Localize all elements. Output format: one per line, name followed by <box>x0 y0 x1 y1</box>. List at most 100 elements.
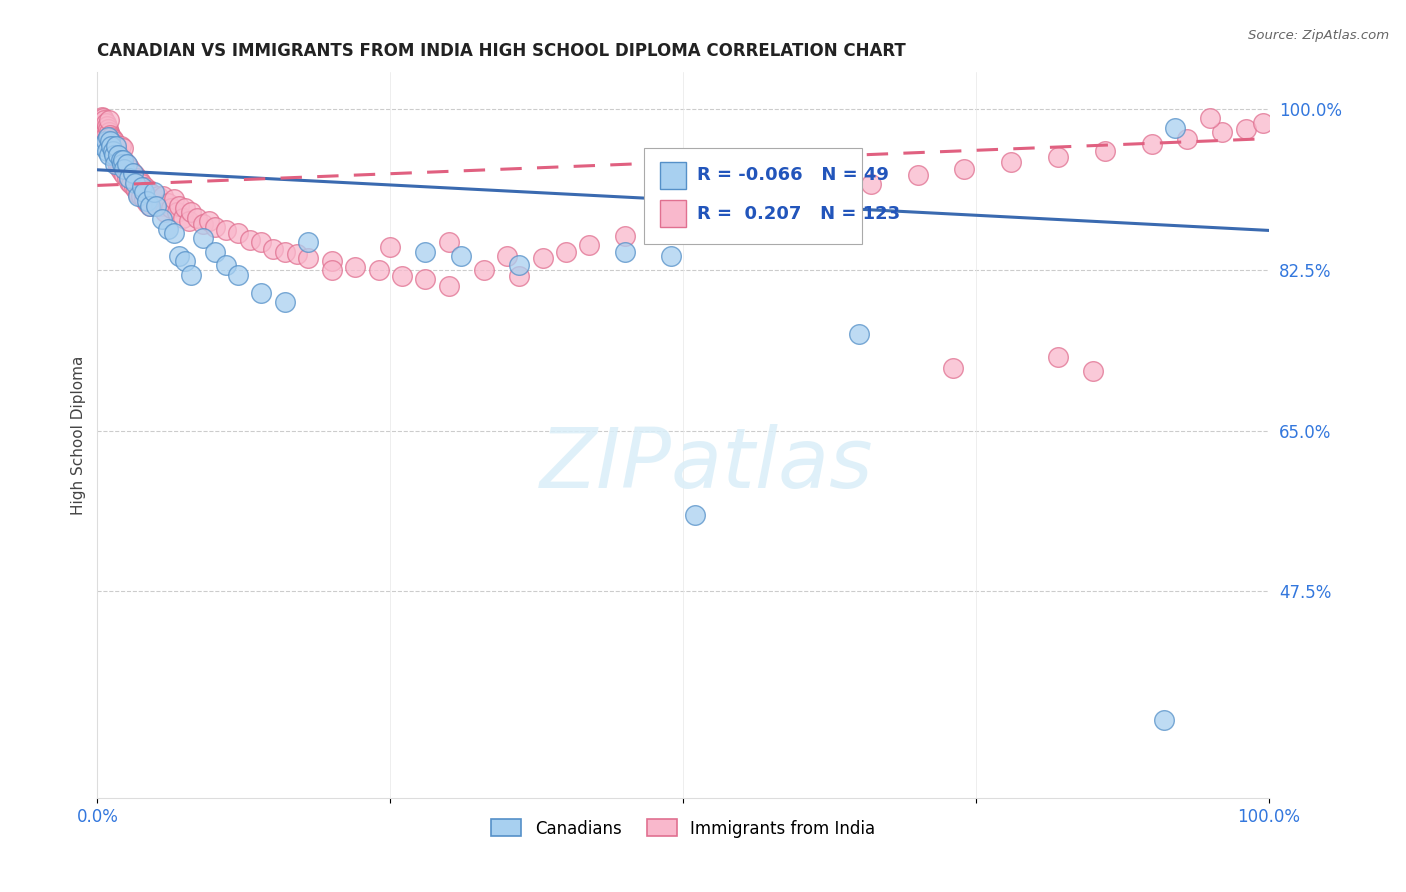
Point <box>848 327 870 342</box>
Point <box>215 258 238 272</box>
Point <box>613 229 636 244</box>
Point <box>1047 150 1070 164</box>
Point <box>96 144 118 158</box>
Point <box>97 122 120 136</box>
Point <box>226 226 249 240</box>
Point <box>150 212 173 227</box>
Point <box>134 185 156 199</box>
Point <box>107 159 129 173</box>
Point <box>191 217 214 231</box>
Point <box>96 119 118 133</box>
Point <box>1000 155 1022 169</box>
Point <box>152 189 174 203</box>
Point <box>112 169 135 183</box>
Legend: Canadians, Immigrants from India: Canadians, Immigrants from India <box>485 813 882 844</box>
Point <box>120 178 142 192</box>
Point <box>136 183 159 197</box>
Point <box>101 131 124 145</box>
Point <box>90 116 112 130</box>
Point <box>94 116 117 130</box>
Point <box>1140 137 1163 152</box>
Point <box>139 199 162 213</box>
Point <box>141 186 163 201</box>
Point <box>98 148 121 162</box>
Point <box>215 223 238 237</box>
Point <box>129 189 152 203</box>
Point <box>98 128 121 142</box>
Point <box>555 244 578 259</box>
Point <box>169 199 191 213</box>
Point <box>1175 131 1198 145</box>
Point <box>131 180 153 194</box>
Point <box>104 150 127 164</box>
Point <box>103 134 125 148</box>
Point <box>156 221 179 235</box>
Point <box>508 269 530 284</box>
Point <box>91 110 114 124</box>
Point <box>1083 364 1105 378</box>
Point <box>94 128 117 142</box>
Point <box>105 155 128 169</box>
Point <box>1211 125 1233 139</box>
Point <box>91 139 114 153</box>
Text: CANADIAN VS IMMIGRANTS FROM INDIA HIGH SCHOOL DIPLOMA CORRELATION CHART: CANADIAN VS IMMIGRANTS FROM INDIA HIGH S… <box>97 42 905 60</box>
Point <box>824 183 846 197</box>
Point <box>105 141 128 155</box>
Point <box>98 113 121 128</box>
Point <box>124 169 146 183</box>
Point <box>718 202 741 216</box>
Y-axis label: High School Diploma: High School Diploma <box>72 356 86 515</box>
Point <box>111 157 134 171</box>
Point <box>96 131 118 145</box>
Point <box>661 249 683 263</box>
Point <box>135 195 157 210</box>
Point <box>101 144 124 158</box>
Point <box>907 169 929 183</box>
Point <box>98 137 121 152</box>
Point <box>105 144 128 158</box>
Point <box>100 141 122 155</box>
Point <box>127 186 149 201</box>
Point <box>145 199 167 213</box>
Point <box>114 155 136 169</box>
Point <box>204 219 226 234</box>
Point <box>107 148 129 162</box>
Point <box>120 161 142 176</box>
Point <box>110 150 132 164</box>
Point <box>115 157 138 171</box>
Point <box>239 233 262 247</box>
Point <box>177 214 200 228</box>
Point <box>127 171 149 186</box>
Point <box>953 161 976 176</box>
Point <box>197 214 219 228</box>
Point <box>1251 116 1274 130</box>
Point <box>344 260 367 275</box>
Point <box>1164 120 1187 135</box>
Point <box>121 166 143 180</box>
Point <box>250 285 273 300</box>
Point <box>97 134 120 148</box>
Point <box>131 178 153 192</box>
Point <box>754 195 776 210</box>
Point <box>531 251 554 265</box>
Point <box>496 249 519 263</box>
Text: R =  0.207   N = 123: R = 0.207 N = 123 <box>696 204 900 223</box>
Point <box>104 137 127 152</box>
Point <box>91 112 114 126</box>
Point <box>297 235 319 250</box>
Point <box>127 189 149 203</box>
Point <box>180 268 202 282</box>
Point <box>125 183 148 197</box>
Point <box>250 235 273 250</box>
Point <box>134 192 156 206</box>
Point <box>172 211 194 225</box>
Point <box>104 157 127 171</box>
Point <box>97 129 120 144</box>
Point <box>1094 144 1116 158</box>
Point <box>122 180 145 194</box>
Point <box>186 211 208 225</box>
Point <box>1234 122 1257 136</box>
Point <box>110 139 132 153</box>
Point <box>93 125 115 139</box>
Point <box>128 174 150 188</box>
